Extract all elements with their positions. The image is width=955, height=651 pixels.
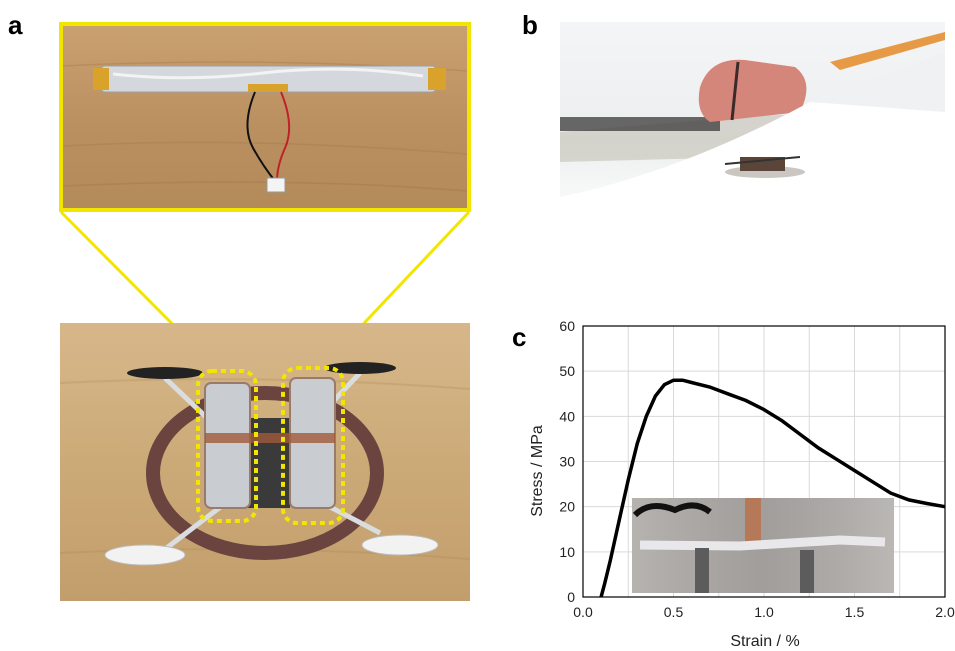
x-tick-label: 0.0 [573,604,593,620]
stress-strain-curve [599,378,946,598]
panel-label-c: c [512,322,527,352]
panel-label-a: a [8,10,23,40]
y-tick-label: 40 [559,408,575,424]
y-tick-label: 30 [559,454,575,470]
x-tick-label: 2.0 [935,604,955,620]
y-tick-label: 20 [559,499,575,515]
drone-photo [60,323,470,601]
x-tick-label: 1.0 [754,604,774,620]
y-tick-label: 50 [559,363,575,379]
flight-illustration [560,32,945,287]
battery-illustration [63,61,467,193]
x-axis-title: Strain / % [730,633,799,650]
y-axis-title: Stress / MPa [529,425,546,517]
battery-inset-photo [59,22,471,212]
plot-frame [582,325,946,598]
tensile-test-inset-photo [632,498,894,593]
chart-axes [582,325,946,598]
x-tick-label: 1.5 [845,604,865,620]
y-tick-label: 10 [559,544,575,560]
x-tick-label: 0.5 [664,604,684,620]
drone-illustration [60,362,470,566]
y-tick-label: 0 [567,589,575,605]
y-tick-label: 60 [559,318,575,334]
flight-photo [560,22,945,287]
chart-tick-labels: 0 10 20 30 40 50 60 0.0 0.5 1.0 1.5 2.0 [559,318,955,620]
panel-label-b: b [522,10,538,40]
